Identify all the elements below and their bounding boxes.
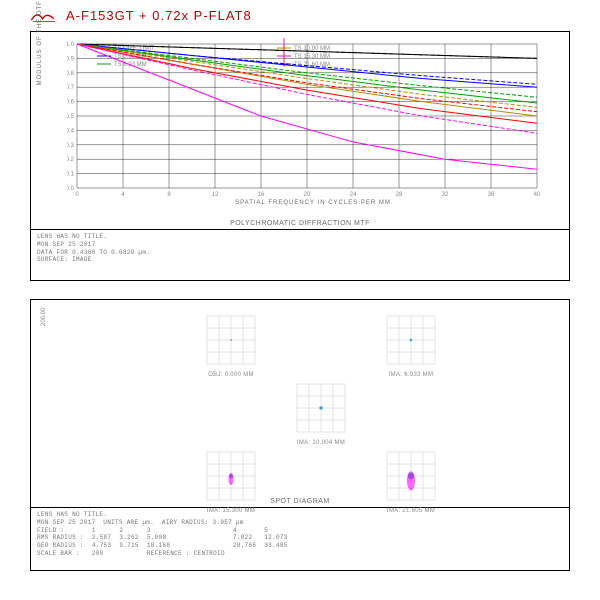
mtf-ylabel: MODULUS OF THE OTF	[37, 0, 43, 85]
svg-text:36: 36	[488, 192, 495, 198]
spot-cell: IMA: 6.933 MM	[371, 310, 451, 378]
spot-cell: IMA: 21.605 MM	[371, 446, 451, 514]
svg-text:0.1: 0.1	[67, 172, 75, 178]
svg-text:TS 15.30 MM: TS 15.30 MM	[294, 54, 330, 60]
spot-plot-area: 200.00 OBJ: 0.000 MMIMA: 6.933 MMIMA: 10…	[71, 306, 549, 496]
svg-text:4: 4	[121, 192, 125, 198]
svg-text:0.5: 0.5	[67, 114, 75, 120]
svg-text:0.0: 0.0	[67, 186, 75, 192]
spot-cell: OBJ: 0.000 MM	[191, 310, 271, 378]
svg-text:0.7: 0.7	[67, 85, 75, 91]
spot-cell: IMA: 15.300 MM	[191, 446, 271, 514]
svg-text:0.9: 0.9	[67, 56, 75, 62]
spot-scale-label: 200.00	[41, 308, 47, 326]
svg-text:28: 28	[396, 192, 403, 198]
svg-text:12: 12	[212, 192, 219, 198]
svg-text:0.2: 0.2	[67, 157, 75, 163]
mtf-chart-svg: 0 4 8 12 16 20 24 28 32 36 40 0.0 0.1 0.2 0.3 0.4 0.5 0.6…	[67, 38, 547, 198]
spot-chart-title: SPOT DIAGRAM	[31, 496, 569, 507]
mtf-chart-title: POLYCHROMATIC DIFFRACTION MTF	[31, 218, 569, 229]
svg-text:0: 0	[75, 192, 79, 198]
mtf-chart-panel: MODULUS OF THE OTF 04812162024283236400.…	[30, 31, 570, 281]
mtf-info-block: LENS HAS NO TITLE.MON SEP 25 2017DATA FO…	[31, 229, 569, 267]
svg-text:0.6: 0.6	[67, 100, 75, 106]
spot-cell: IMA: 10.004 MM	[281, 378, 361, 446]
brand-logo-icon	[30, 9, 58, 23]
page-title: A-F153GT + 0.72x P-FLAT8	[66, 8, 252, 23]
svg-text:40: 40	[534, 192, 541, 198]
spot-info-block: LENS HAS NO TITLE.MON SEP 25 2017 UNITS …	[31, 507, 569, 561]
svg-text:0.4: 0.4	[67, 128, 75, 134]
svg-text:32: 32	[442, 192, 449, 198]
svg-text:0.3: 0.3	[67, 143, 75, 149]
spot-diagram-panel: 200.00 OBJ: 0.000 MM IMA: 6.933 MMIMA: 10…	[30, 299, 570, 571]
svg-text:24: 24	[350, 192, 357, 198]
svg-text:1.0: 1.0	[67, 42, 75, 48]
svg-text:8: 8	[167, 192, 171, 198]
svg-text:0.8: 0.8	[67, 71, 75, 77]
svg-text:16: 16	[258, 192, 265, 198]
svg-text:20: 20	[304, 192, 311, 198]
mtf-plot-area: MODULUS OF THE OTF 04812162024283236400.…	[67, 38, 559, 218]
header: A-F153GT + 0.72x P-FLAT8	[0, 0, 600, 25]
mtf-xlabel: SPATIAL FREQUENCY IN CYCLES PER MM	[67, 200, 559, 206]
